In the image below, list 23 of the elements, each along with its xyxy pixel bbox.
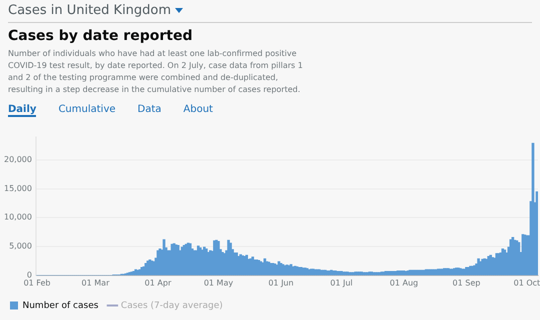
text: Daily: [8, 104, 36, 117]
x-tick-label: 01 Jul: [330, 278, 353, 288]
text: Data: [138, 104, 162, 117]
x-tick-label: 01 Jun: [268, 278, 294, 288]
text: Cumulative: [58, 104, 116, 117]
y-tick-label: 0: [26, 270, 32, 280]
x-tick-label: 01 Oct: [514, 278, 540, 288]
x-tick-label: 01 Feb: [24, 278, 50, 288]
x-tick-label: 01 Sep: [452, 278, 480, 288]
x-tick-label: 01 Aug: [390, 278, 418, 288]
y-tick-label: 10,000: [4, 212, 32, 222]
x-tick-label: 01 Mar: [82, 278, 110, 288]
chart-subtitle: Cases in United Kingdom: [8, 3, 172, 18]
y-tick-label: 20,000: [4, 154, 32, 164]
chart-title: Cases by date reported: [8, 28, 194, 44]
text: Number of individuals who have had at least one lab-confirmed positive COVID-19 test result, by date reported. On 2 July, case data from pillars 1 and 2 of the testing programme were combined and de-duplicated, resulting in a step decrease in the cumulative number of cases reported.: [8, 48, 304, 96]
y-tick-label: 5,000: [9, 242, 32, 251]
legend-label: Number of cases: [22, 300, 99, 311]
x-tick-label: 01 May: [204, 278, 234, 288]
text: About: [183, 104, 213, 117]
x-tick-label: 01 Apr: [144, 278, 172, 288]
y-tick-label: 15,000: [4, 184, 32, 193]
legend-label: Cases (7-day average): [120, 300, 223, 311]
